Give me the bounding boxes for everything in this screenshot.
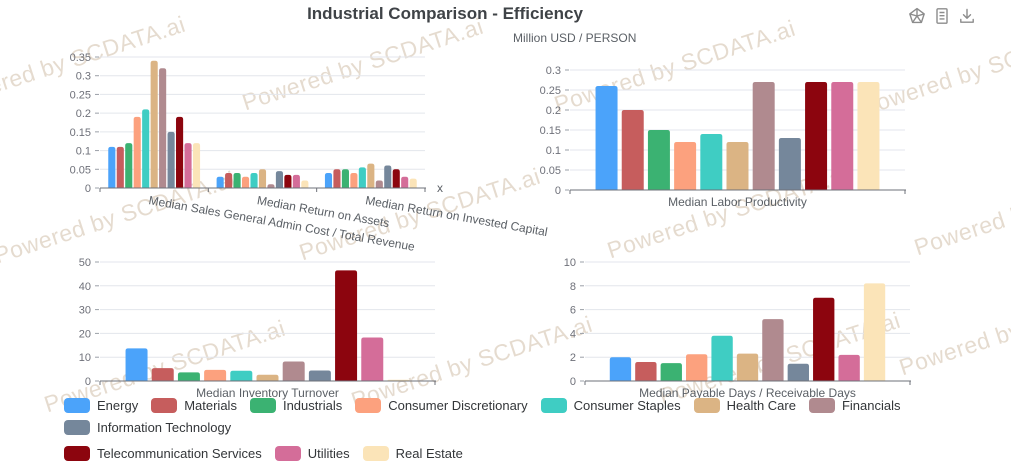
svg-text:8: 8 bbox=[570, 281, 576, 293]
svg-text:0: 0 bbox=[85, 376, 91, 388]
legend-swatch bbox=[64, 445, 90, 461]
svg-text:10: 10 bbox=[564, 257, 576, 269]
legend-item-utilities[interactable]: Utilities bbox=[274, 444, 350, 462]
download-icon[interactable] bbox=[958, 7, 976, 25]
svg-text:2: 2 bbox=[570, 352, 576, 364]
legend-swatch bbox=[355, 397, 382, 413]
svg-text:x: x bbox=[437, 181, 443, 195]
svg-text:40: 40 bbox=[79, 281, 91, 293]
svg-text:0.3: 0.3 bbox=[76, 71, 91, 83]
svg-text:50: 50 bbox=[79, 257, 91, 269]
legend-item-consumer-staples[interactable]: Consumer Staples bbox=[540, 396, 681, 414]
legend-swatch bbox=[274, 445, 301, 461]
dashboard: Powered by SCDATA.ai Powered by SCDATA.a… bbox=[0, 4, 1011, 461]
legend-swatch bbox=[693, 397, 720, 413]
legend-item-materials[interactable]: Materials bbox=[151, 396, 237, 414]
legend-item-energy[interactable]: Energy bbox=[64, 396, 138, 414]
svg-text:0: 0 bbox=[555, 185, 561, 197]
legend-item-health-care[interactable]: Health Care bbox=[693, 396, 796, 414]
svg-text:0.25: 0.25 bbox=[540, 85, 561, 97]
legend-item-industrials[interactable]: Industrials bbox=[249, 396, 343, 414]
svg-text:0.15: 0.15 bbox=[540, 125, 561, 137]
chart-labor-productivity[interactable]: 0 0.05 0.1 0.15 0.2 0.25 0.3 Median Labor Produ… bbox=[505, 28, 965, 218]
svg-text:10: 10 bbox=[79, 352, 91, 364]
svg-text:0.1: 0.1 bbox=[76, 146, 91, 158]
svg-text:Million USD / PERSON: Million USD / PERSON bbox=[513, 31, 636, 45]
legend-item-telecommunication-services[interactable]: Telecommunication Services bbox=[64, 444, 262, 462]
svg-text:0.35: 0.35 bbox=[70, 52, 91, 64]
chart-payable-receivable-days[interactable]: 0 2 4 6 8 10 Median Payable Days / Receivable … bbox=[540, 250, 970, 400]
svg-text:Median Labor Productivity: Median Labor Productivity bbox=[668, 195, 807, 209]
svg-text:0.05: 0.05 bbox=[70, 164, 91, 176]
legend-label: Industrials bbox=[282, 397, 343, 413]
svg-text:Median Inventory Turnover: Median Inventory Turnover bbox=[196, 386, 339, 400]
chart-efficiency-ratios[interactable]: 0 0.05 0.1 0.15 0.2 0.25 0.3 0.35 Median Sales G… bbox=[30, 40, 549, 255]
legend-item-consumer-discretionary[interactable]: Consumer Discretionary bbox=[355, 396, 528, 414]
svg-text:0.3: 0.3 bbox=[546, 65, 561, 77]
legend-swatch bbox=[808, 397, 835, 413]
legend-label: Consumer Discretionary bbox=[388, 397, 528, 413]
legend-swatch bbox=[249, 397, 276, 413]
legend-label: Materials bbox=[184, 397, 237, 413]
legend-swatch bbox=[64, 397, 90, 413]
legend-label: Information Technology bbox=[97, 419, 232, 435]
svg-text:0.2: 0.2 bbox=[546, 105, 561, 117]
data-view-icon[interactable] bbox=[933, 7, 951, 25]
svg-text:0.15: 0.15 bbox=[70, 127, 91, 139]
legend-label: Health Care bbox=[726, 397, 796, 413]
legend-swatch bbox=[362, 445, 389, 461]
chart-type-icon[interactable] bbox=[908, 7, 926, 25]
svg-text:20: 20 bbox=[79, 328, 91, 340]
svg-text:0.2: 0.2 bbox=[76, 108, 91, 120]
legend-label: Utilities bbox=[307, 445, 350, 461]
svg-text:0.1: 0.1 bbox=[546, 145, 561, 157]
legend-swatch bbox=[540, 397, 567, 413]
legend-item-financials[interactable]: Financials bbox=[808, 396, 901, 414]
svg-text:0.05: 0.05 bbox=[540, 165, 561, 177]
legend-swatch bbox=[64, 419, 90, 435]
svg-text:4: 4 bbox=[570, 328, 576, 340]
svg-text:0.25: 0.25 bbox=[70, 89, 91, 101]
legend-item-real-estate[interactable]: Real Estate bbox=[362, 444, 463, 462]
legend-label: Financials bbox=[841, 397, 901, 413]
legend-label: Consumer Staples bbox=[573, 397, 681, 413]
toolbar bbox=[908, 7, 976, 25]
legend-label: Energy bbox=[97, 397, 139, 413]
legend-swatch bbox=[151, 397, 178, 413]
legend-item-information-technology[interactable]: Information Technology bbox=[64, 418, 231, 436]
chart-legend: Energy Materials Industrials Consumer Discr… bbox=[64, 396, 1010, 462]
legend-label: Real Estate bbox=[395, 445, 463, 461]
svg-text:0: 0 bbox=[570, 376, 576, 388]
svg-text:30: 30 bbox=[79, 305, 91, 317]
legend-label: Telecommunication Services bbox=[97, 445, 262, 461]
svg-text:Median Payable Days / Receivab: Median Payable Days / Receivable Days bbox=[639, 386, 856, 400]
svg-text:0: 0 bbox=[85, 183, 91, 195]
chart-inventory-turnover[interactable]: 0 10 20 30 40 50 Median Inventory Turnover bbox=[30, 250, 490, 400]
page-title: Industrial Comparison - Efficiency bbox=[307, 4, 583, 23]
svg-text:6: 6 bbox=[570, 305, 576, 317]
